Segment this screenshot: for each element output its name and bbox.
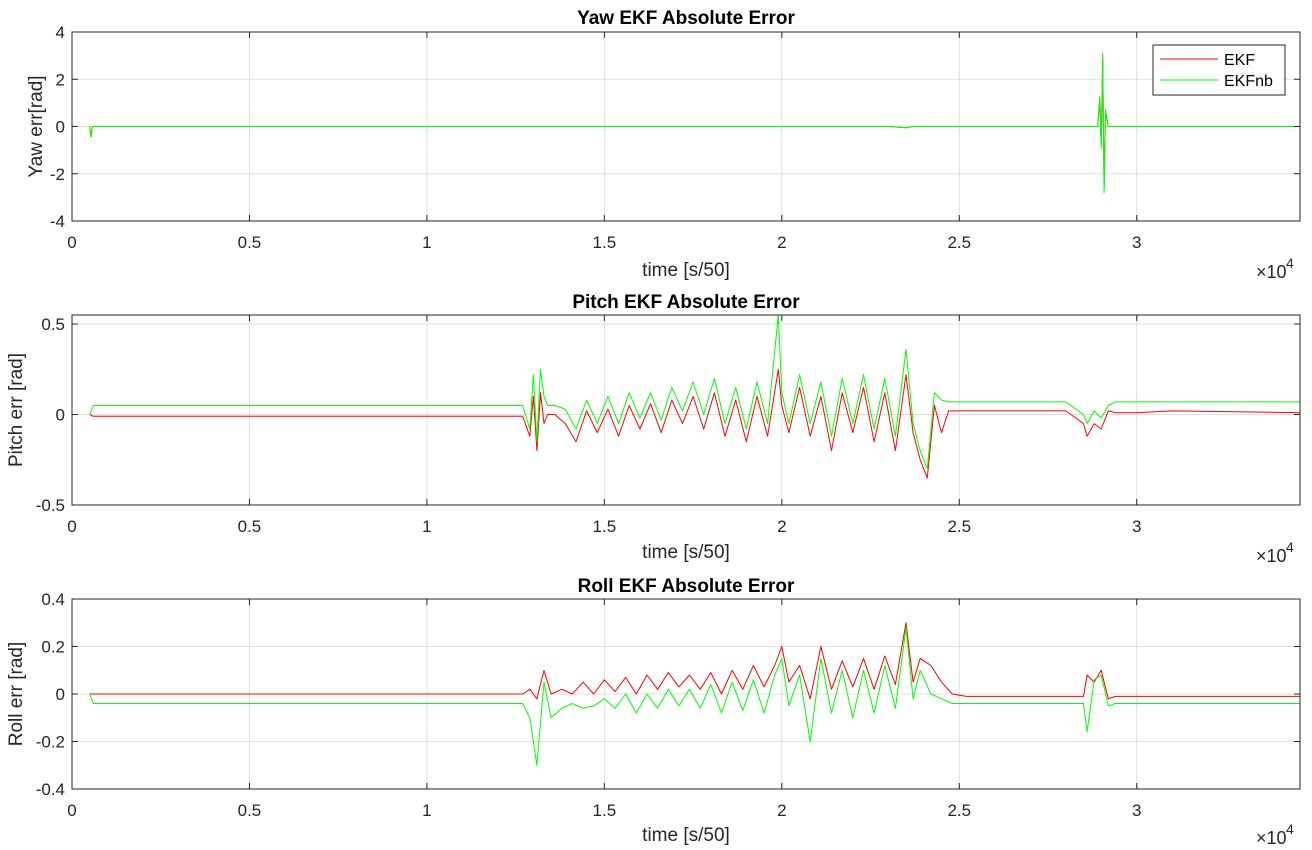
yaw-xlabel: time [s/50]	[642, 260, 730, 281]
pitch-xtick-label: 2.5	[947, 517, 971, 536]
pitch-xtick-label: 3	[1132, 517, 1141, 536]
roll-ytick-label: 0.2	[41, 638, 65, 657]
yaw-ytick-label: 2	[56, 70, 65, 89]
roll-xtick-label: 3	[1132, 801, 1141, 820]
roll-ytick-label: 0.4	[41, 590, 65, 609]
pitch-series	[89, 314, 1301, 479]
roll-ytick-label: -0.2	[36, 733, 65, 752]
pitch-axes-box	[71, 314, 1301, 506]
roll-ticks: 0 0.5 1 1.5 2 2.5 3 -0.4 -0.2 0 0.2 0.4	[36, 590, 1300, 820]
pitch-xlabel: time [s/50]	[642, 542, 730, 563]
pitch-xtick-label: 0	[67, 517, 76, 536]
roll-x-exponent-base: ×10	[1256, 828, 1287, 848]
yaw-series-ekfnb	[89, 52, 1300, 194]
pitch-plot-area	[72, 315, 1300, 505]
pitch-ticks: 0 0.5 1 1.5 2 2.5 3-0.500.5	[36, 315, 1300, 536]
yaw-xtick-label: 2.5	[947, 233, 971, 252]
roll-ytick-label: 0	[56, 685, 65, 704]
pitch-xtick-label: 1	[422, 517, 431, 536]
yaw-xtick-label: 0.5	[238, 233, 262, 252]
yaw-ytick-label: 0	[56, 118, 65, 137]
yaw-x-exponent: ×10 4	[1256, 255, 1294, 282]
yaw-xtick-label: 0	[67, 233, 76, 252]
roll-xtick-label: 2.5	[947, 801, 971, 820]
yaw-xtick-label: 1	[422, 233, 431, 252]
roll-xtick-label: 0	[67, 801, 76, 820]
yaw-ytick-label: 4	[56, 23, 65, 42]
yaw-xtick-label: 1.5	[593, 233, 617, 252]
pitch-series-ekfnb	[89, 314, 1300, 470]
roll-x-exponent-power: 4	[1286, 821, 1294, 837]
yaw-xtick-label: 2	[777, 233, 786, 252]
pitch-x-exponent-base: ×10	[1256, 546, 1287, 566]
pitch-xtick-label: 0.5	[238, 517, 262, 536]
pitch-xtick-label: 2	[777, 517, 786, 536]
yaw-title: Yaw EKF Absolute Error	[577, 8, 795, 29]
pitch-x-exponent: ×10 4	[1256, 539, 1294, 566]
yaw-xtick-label: 3	[1132, 233, 1141, 252]
yaw-x-exponent-base: ×10	[1256, 262, 1287, 282]
roll-xlabel: time [s/50]	[642, 825, 730, 846]
roll-xtick-label: 1.5	[593, 801, 617, 820]
roll-title: Roll EKF Absolute Error	[578, 576, 795, 597]
legend-ekfnb-label: EKFnb	[1224, 73, 1273, 90]
pitch-xtick-label: 1.5	[593, 517, 617, 536]
pitch-ylabel: Pitch err [rad]	[6, 353, 27, 467]
roll-ytick-label: -0.4	[36, 780, 65, 799]
roll-xtick-label: 0.5	[238, 801, 262, 820]
yaw-series	[89, 52, 1300, 194]
yaw-ticks: 0 0.5 1 1.5 2 2.5 3 -4 -2 0 2 4	[50, 23, 1300, 252]
pitch-ytick-label: 0	[56, 406, 65, 425]
roll-series	[89, 622, 1300, 766]
roll-x-exponent: ×10 4	[1256, 821, 1294, 848]
roll-xtick-label: 1	[422, 801, 431, 820]
roll-xtick-label: 2	[777, 801, 786, 820]
pitch-panel: 0 0.5 1 1.5 2 2.5 3-0.500.5 Pitch EKF Absolute…	[6, 292, 1301, 566]
yaw-ytick-label: -2	[50, 165, 65, 184]
yaw-ytick-label: -4	[50, 212, 65, 231]
roll-series-ekf	[89, 622, 1300, 700]
yaw-x-exponent-power: 4	[1286, 255, 1294, 271]
roll-ylabel: Roll err [rad]	[6, 642, 27, 747]
legend: EKF EKFnb	[1152, 44, 1286, 96]
pitch-title: Pitch EKF Absolute Error	[572, 292, 800, 313]
roll-panel: 0 0.5 1 1.5 2 2.5 3 -0.4 -0.2 0 0.2 0.4 Roll EKF Ab…	[6, 576, 1301, 848]
yaw-ylabel: Yaw err[rad]	[26, 75, 47, 177]
legend-box	[1152, 44, 1286, 96]
pitch-series-ekf	[89, 368, 1301, 479]
yaw-panel: 0 0.5 1 1.5 2 2.5 3 -4 -2 0 2 4 Yaw EKF Absolute Er…	[26, 8, 1301, 282]
pitch-x-exponent-power: 4	[1286, 539, 1294, 555]
pitch-ytick-label: 0.5	[41, 315, 65, 334]
pitch-ytick-label: -0.5	[36, 496, 65, 515]
roll-series-ekfnb	[89, 627, 1300, 766]
legend-ekf-label: EKF	[1224, 52, 1255, 69]
